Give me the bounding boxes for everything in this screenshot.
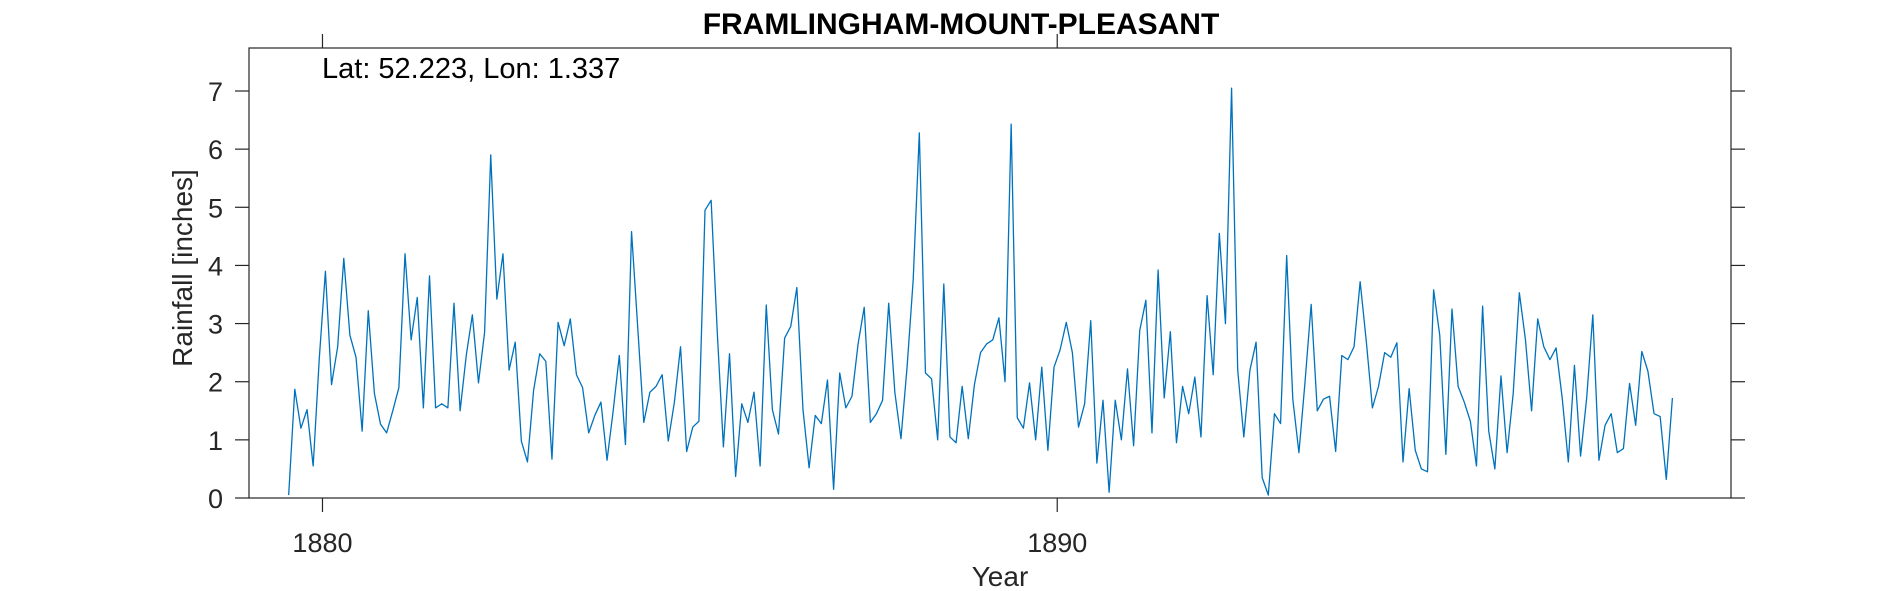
chart-title: FRAMLINGHAM-MOUNT-PLEASANT xyxy=(703,8,1220,41)
y-tick-label: 2 xyxy=(208,368,223,398)
x-tick-label: 1890 xyxy=(1027,528,1087,558)
y-tick-label: 4 xyxy=(208,251,223,281)
plot-area: 0 1 2 3 4 5 6 7 1880 1890 xyxy=(208,34,1745,558)
rainfall-series-line xyxy=(288,87,1674,496)
axes-box xyxy=(248,47,1732,499)
y-tick-label: 1 xyxy=(208,426,223,456)
y-tick-label: 0 xyxy=(208,484,223,514)
x-axis-label: Year xyxy=(972,561,1029,591)
location-annotation: Lat: 52.223, Lon: 1.337 xyxy=(322,53,620,85)
y-tick-label: 5 xyxy=(208,193,223,223)
y-tick-label: 3 xyxy=(208,310,223,340)
x-tick-label: 1880 xyxy=(292,528,352,558)
y-axis-label: Rainfall [inches] xyxy=(167,169,198,367)
y-tick-label: 7 xyxy=(208,77,223,107)
y-tick-label: 6 xyxy=(208,135,223,165)
